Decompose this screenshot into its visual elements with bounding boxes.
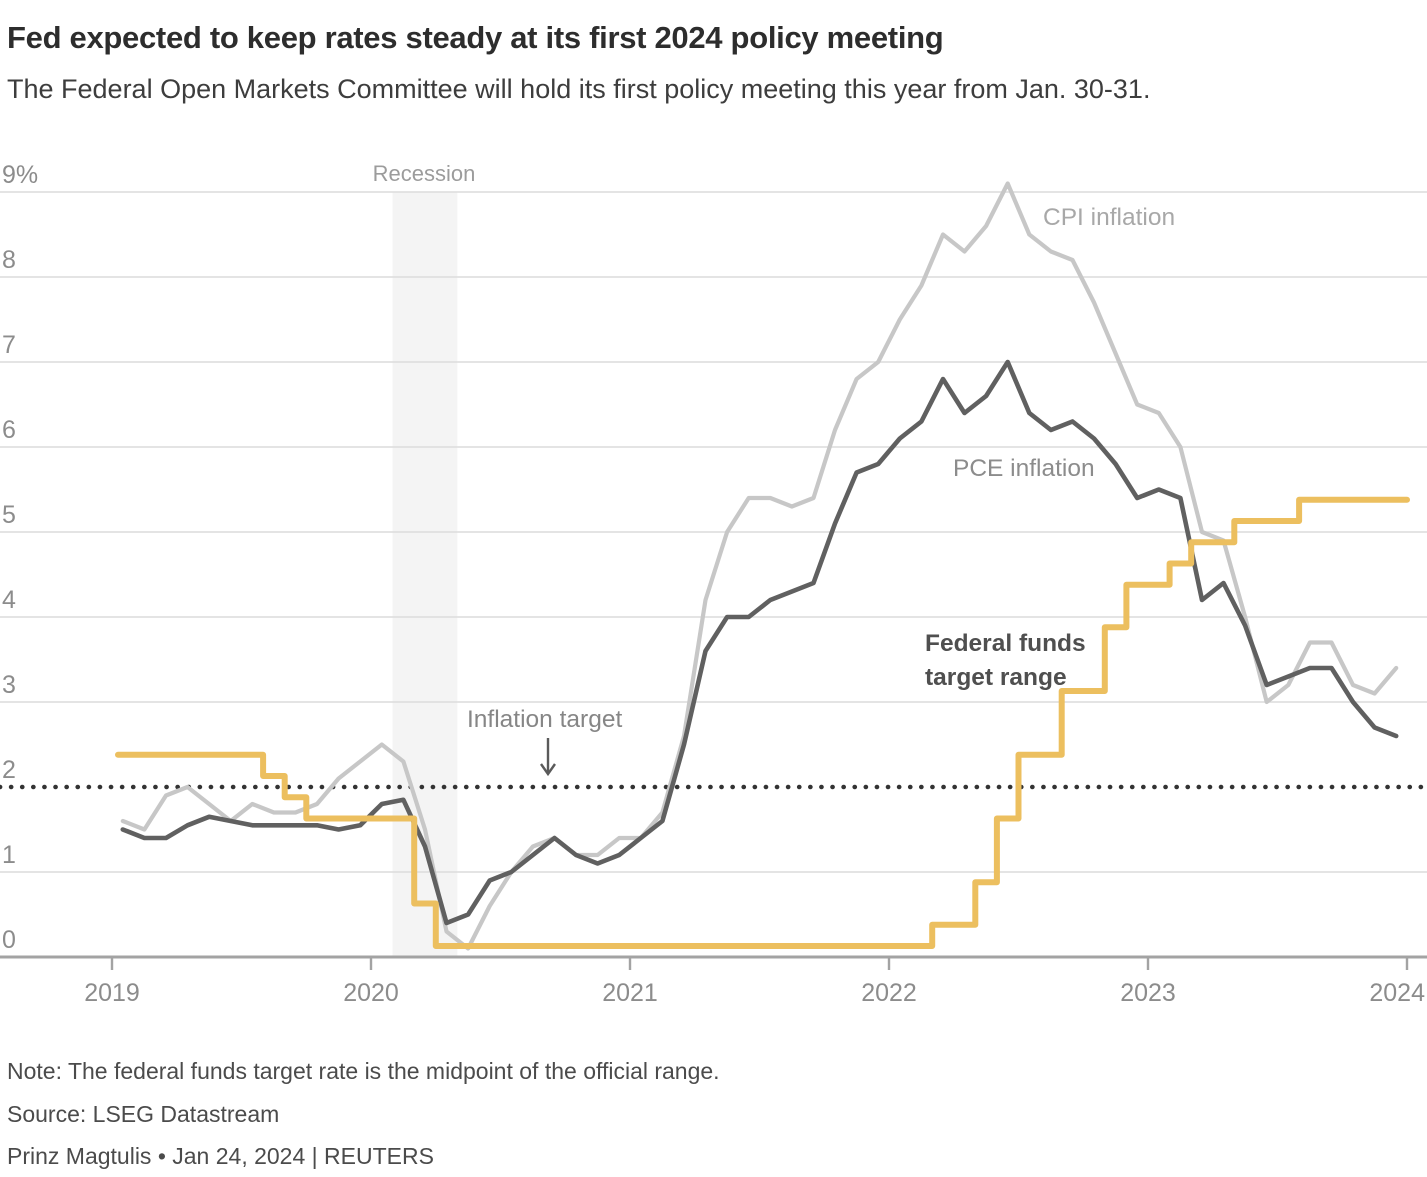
y-axis-label: 0 [2,926,16,954]
cpi-series-label: CPI inflation [1043,204,1175,231]
y-axis-label: 6 [2,416,16,444]
inflation-target-label: Inflation target [467,706,622,733]
fed-funds-series-label: Federal funds target range [925,630,1086,691]
y-axis-label: 1 [2,841,16,869]
x-axis-label: 2022 [861,979,917,1007]
y-axis-label: 4 [2,586,16,614]
inflation-target-arrowhead [540,763,556,777]
y-axis-label: 2 [2,756,16,784]
fed_funds-line [115,496,1410,949]
page-subtitle: The Federal Open Markets Committee will … [7,74,1151,104]
y-axis-label: 8 [2,246,16,274]
pce-series-label: PCE inflation [953,455,1095,482]
chart-source: Source: LSEG Datastream [7,1101,280,1127]
chart-note: Note: The federal funds target rate is t… [7,1058,720,1084]
y-axis-label: 5 [2,501,16,529]
chart-byline: Prinz Magtulis • Jan 24, 2024 | REUTERS [7,1143,434,1169]
y-axis-label: 9% [2,161,38,189]
y-axis-label: 3 [2,671,16,699]
x-axis-label: 2024 [1369,979,1425,1007]
x-axis-label: 2019 [84,979,140,1007]
pce-line [120,359,1399,926]
x-axis-label: 2021 [602,979,658,1007]
recession-label: Recession [373,161,476,186]
x-axis-label: 2020 [343,979,399,1007]
y-axis-label: 7 [2,331,16,359]
x-axis-label: 2023 [1120,979,1176,1007]
fed-rates-chart: 0 1 2 3 4 5 6 7 8 9% 2019 2020 2021 2022 2023 2024 Reces… [0,161,1427,1007]
cpi-line [120,181,1399,951]
grid: 0 1 2 3 4 5 6 7 8 9% [0,161,1427,954]
page-title: Fed expected to keep rates steady at its… [7,20,944,55]
